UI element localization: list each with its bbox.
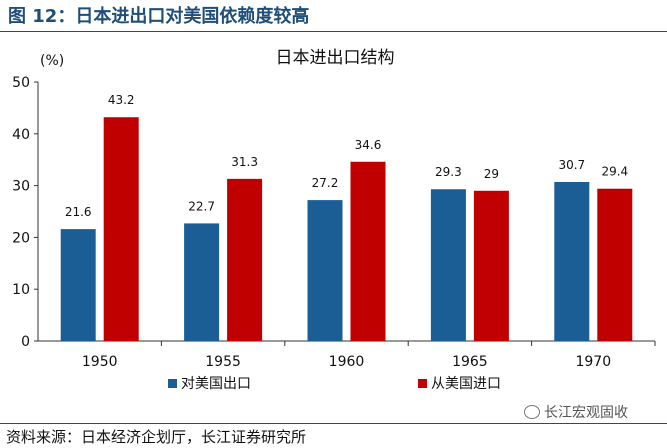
legend-swatch	[168, 379, 177, 388]
plot-area: 0 10 20 30 40 50 1950 21.6 43.2 1955 22.7 31.3 1960 2…	[12, 75, 656, 392]
wechat-icon	[524, 405, 540, 419]
data-label: 22.7	[188, 199, 215, 213]
data-label: 29.4	[601, 165, 628, 179]
y-tick-label: 50	[12, 75, 30, 91]
title-rule	[0, 31, 667, 32]
bar	[430, 189, 466, 341]
figure-title: 图 12：日本进出口对美国依赖度较高	[8, 6, 310, 27]
x-tick-label: 1955	[205, 354, 241, 370]
bar	[307, 200, 343, 341]
footer-rule	[0, 423, 667, 424]
data-label: 43.2	[108, 93, 135, 107]
chart: 日本进出口结构 (%) 0 10 20 30 40 50 1950 21.6 43.2 1955 2…	[0, 32, 667, 422]
bar	[227, 178, 263, 341]
bar	[60, 229, 96, 341]
data-label: 30.7	[558, 158, 585, 172]
y-axis-unit-label: (%)	[40, 53, 64, 69]
x-tick-label: 1950	[82, 354, 118, 370]
legend-label: 对美国出口	[181, 376, 251, 392]
x-tick-label: 1960	[329, 354, 365, 370]
data-label: 31.3	[231, 155, 258, 169]
data-label: 29.3	[435, 165, 462, 179]
data-label: 29	[484, 167, 499, 181]
bar	[597, 188, 633, 341]
data-label: 21.6	[65, 205, 92, 219]
data-label: 34.6	[355, 138, 382, 152]
bar	[473, 190, 509, 341]
y-tick-label: 10	[12, 282, 30, 298]
x-tick-label: 1970	[575, 354, 611, 370]
chart-canvas: 日本进出口结构 (%) 0 10 20 30 40 50 1950 21.6 43.2 1955 2…	[12, 48, 656, 392]
legend-swatch	[418, 379, 427, 388]
bar	[184, 223, 220, 341]
y-tick-label: 20	[12, 230, 30, 246]
y-tick-label: 40	[12, 127, 30, 143]
source-note: 资料来源：日本经济企划厅，长江证券研究所	[6, 428, 307, 446]
watermark: 长江宏观固收	[524, 402, 628, 422]
y-tick-label: 30	[12, 179, 30, 195]
bar	[554, 181, 590, 341]
legend-label: 从美国进口	[431, 376, 501, 392]
bar	[103, 117, 139, 341]
data-label: 27.2	[312, 176, 339, 190]
y-tick-label: 0	[21, 334, 30, 350]
chart-title: 日本进出口结构	[276, 48, 395, 68]
bar	[350, 161, 386, 341]
x-tick-label: 1965	[452, 354, 488, 370]
watermark-text: 长江宏观固收	[544, 405, 628, 421]
